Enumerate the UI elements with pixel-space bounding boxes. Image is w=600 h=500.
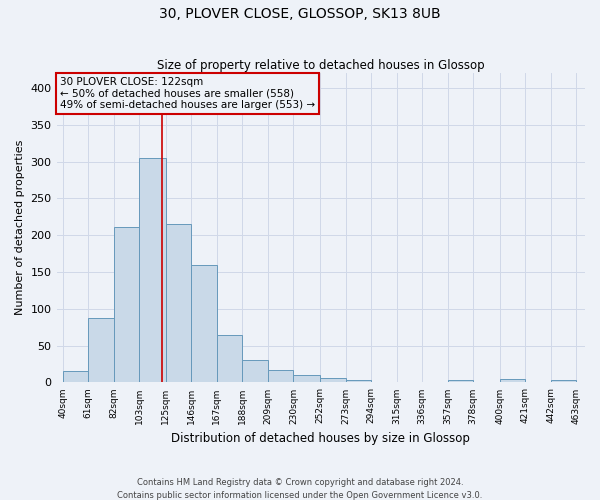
Bar bbox=[268, 370, 293, 382]
Bar bbox=[293, 375, 320, 382]
Y-axis label: Number of detached properties: Number of detached properties bbox=[15, 140, 25, 316]
Text: 30 PLOVER CLOSE: 122sqm
← 50% of detached houses are smaller (558)
49% of semi-d: 30 PLOVER CLOSE: 122sqm ← 50% of detache… bbox=[60, 77, 316, 110]
Text: Contains HM Land Registry data © Crown copyright and database right 2024.
Contai: Contains HM Land Registry data © Crown c… bbox=[118, 478, 482, 500]
Bar bbox=[500, 380, 526, 382]
Bar bbox=[320, 378, 346, 382]
Bar bbox=[62, 372, 88, 382]
Bar bbox=[551, 380, 577, 382]
X-axis label: Distribution of detached houses by size in Glossop: Distribution of detached houses by size … bbox=[172, 432, 470, 445]
Bar bbox=[191, 264, 217, 382]
Bar bbox=[166, 224, 191, 382]
Bar bbox=[217, 334, 242, 382]
Title: Size of property relative to detached houses in Glossop: Size of property relative to detached ho… bbox=[157, 59, 485, 72]
Text: 30, PLOVER CLOSE, GLOSSOP, SK13 8UB: 30, PLOVER CLOSE, GLOSSOP, SK13 8UB bbox=[159, 8, 441, 22]
Bar bbox=[346, 380, 371, 382]
Bar bbox=[139, 158, 166, 382]
Bar bbox=[88, 318, 113, 382]
Bar bbox=[448, 380, 473, 382]
Bar bbox=[242, 360, 268, 382]
Bar bbox=[113, 227, 139, 382]
